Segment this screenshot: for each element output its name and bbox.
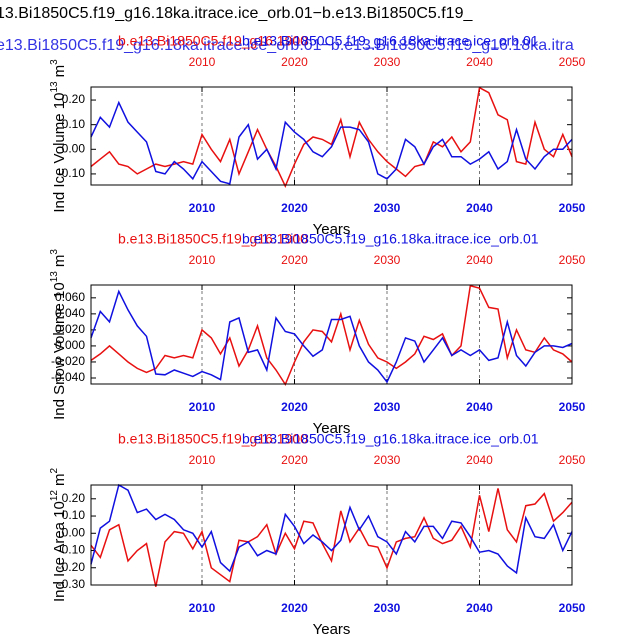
series-line [90,100,573,185]
y-tick-label: -0.020 [51,354,85,368]
y-axis-label-part: 3 [49,59,60,65]
y-tick-label: -0.20 [58,560,86,574]
series-line [90,86,573,189]
figure-subtitle: e13.Bi1850C5.f19_g16.18ka.itrace.ice_orb… [0,37,574,54]
y-axis-label-part: Ind Snow Volume 10 [51,282,68,420]
y-tick-label: 0.10 [62,117,86,131]
x2-tick-label: 2010 [189,55,216,69]
x2-tick-label: 2010 [189,253,216,267]
series-line [90,284,573,387]
plot-frame [90,484,573,586]
y-tick-label: 0.000 [55,338,85,352]
y-axis-label-part: Ind Ice Volume 10 [51,93,68,213]
x2-tick-label: 2050 [559,453,586,467]
y-tick-label: -0.040 [51,370,85,384]
x2-tick-label: 2040 [466,55,493,69]
x2-tick-label: 2030 [374,253,401,267]
x-axis-label: Years [313,221,351,238]
series-name: b.e13.Bi1850C5.f19_g16.1900 [118,231,308,247]
series-name: b.e13.Bi1850C5.f19_g16.18ka.itrace.ice_o… [242,33,539,49]
x-tick-label: 2050 [559,601,586,615]
plot-frame [90,86,573,186]
x-tick-label: 2040 [466,400,493,414]
x2-tick-label: 2050 [559,55,586,69]
x2-tick-label: 2020 [281,453,308,467]
y-axis-label: Ind Ice Volume 1013 m3 [49,59,68,213]
x-tick-label: 2050 [559,400,586,414]
y-axis-label-part: 13 [49,271,60,283]
y-axis-label-part: 3 [49,249,60,255]
y-axis-label-part: 12 [49,490,60,502]
figure-title: 13.Bi1850C5.f19_g16.18ka.itrace.ice_orb.… [0,5,473,22]
y-axis-label-part: m [51,255,68,268]
x2-tick-label: 2020 [281,55,308,69]
y-axis-label: Ind Snow Volume 1013 m3 [49,249,68,420]
y-tick-label: 0.040 [55,306,85,320]
y-axis-label-part: 2 [49,468,60,474]
x-tick-label: 2020 [281,400,308,414]
y-axis-label: Ind Ice Area 1012 m2 [49,468,68,603]
x-tick-label: 2010 [189,400,216,414]
x2-tick-label: 2030 [374,453,401,467]
x2-tick-label: 2040 [466,453,493,467]
y-tick-label: 0.00 [62,525,86,539]
y-tick-label: 0.060 [55,290,85,304]
x-tick-label: 2010 [189,601,216,615]
x-tick-label: 2030 [374,601,401,615]
x-tick-label: 2050 [559,201,586,215]
x-tick-label: 2020 [281,201,308,215]
x-axis-label: Years [313,420,351,437]
x2-tick-label: 2050 [559,253,586,267]
x2-tick-label: 2020 [281,253,308,267]
y-axis-label-part: 13 [49,81,60,93]
y-axis-label-part: Ind Ice Area 10 [51,501,68,602]
x2-tick-label: 2030 [374,55,401,69]
series-name: b.e13.Bi1850C5.f19_g16.18ka.itrace.ice_o… [242,431,539,447]
series-line [90,483,573,575]
y-tick-label: 0.20 [62,92,86,106]
x2-tick-label: 2010 [189,453,216,467]
x-tick-label: 2030 [374,400,401,414]
series-line [90,488,573,587]
y-tick-label: 0.10 [62,508,86,522]
x-tick-label: 2030 [374,201,401,215]
x-axis-label: Years [313,621,351,637]
y-tick-label: 0.00 [62,141,86,155]
x-tick-label: 2010 [189,201,216,215]
y-tick-label: -0.10 [58,166,86,180]
x-tick-label: 2040 [466,201,493,215]
series-line [90,289,573,384]
series-name: b.e13.Bi1850C5.f19_g16.18ka.itrace.ice_o… [242,231,539,247]
plot-frame [90,284,573,385]
y-tick-label: 0.020 [55,322,85,336]
series-name: b.e13.Bi1850C5.f19_g16.1900 [118,33,308,49]
x2-tick-label: 2040 [466,253,493,267]
series-name: b.e13.Bi1850C5.f19_g16.1900 [118,431,308,447]
y-tick-label: -0.10 [58,543,86,557]
y-axis-label-part: m [51,65,68,78]
y-axis-label-part: m [51,474,68,487]
y-tick-label: 0.20 [62,491,86,505]
x-tick-label: 2020 [281,601,308,615]
x-tick-label: 2040 [466,601,493,615]
y-tick-label: -0.30 [58,577,86,591]
